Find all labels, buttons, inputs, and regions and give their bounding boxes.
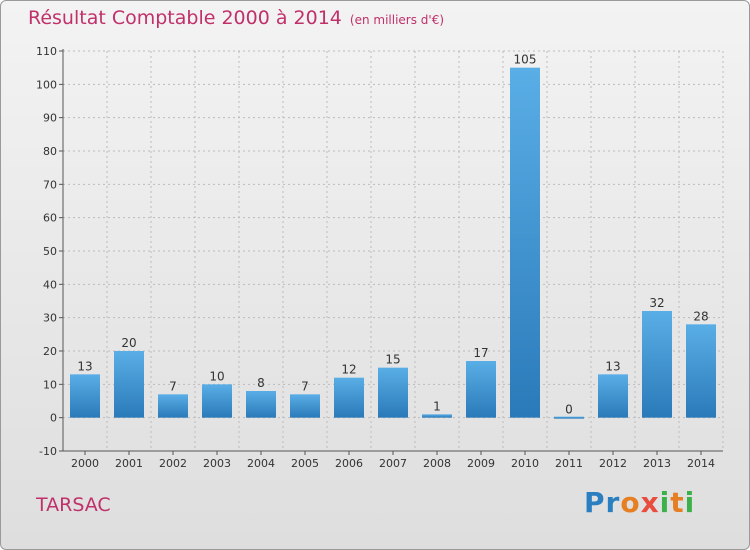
x-tick-label: 2004 [247, 457, 275, 470]
logo-letter: i [659, 486, 671, 519]
bar-2008 [422, 414, 452, 418]
value-label-2010: 105 [514, 53, 537, 67]
bar-2006 [334, 377, 364, 418]
x-tick-label: 2010 [511, 457, 539, 470]
data-labels: 13 20 7 10 8 7 12 15 1 17 105 0 13 32 28 [77, 53, 708, 417]
x-tick-label: 2011 [555, 457, 583, 470]
bar-2011 [554, 416, 584, 419]
x-tick-label: 2006 [335, 457, 363, 470]
y-tick-label: 60 [43, 212, 57, 225]
bar-2000 [70, 374, 100, 418]
proxiti-logo: Proxiti [584, 486, 695, 519]
value-label-2005: 7 [301, 379, 309, 393]
bar-2001 [114, 351, 144, 418]
bar-2005 [290, 394, 320, 418]
y-tick-label: 70 [43, 178, 57, 191]
y-tick-label: 20 [43, 345, 57, 358]
value-label-2002: 7 [169, 379, 177, 393]
value-label-2009: 17 [473, 346, 488, 360]
value-label-2007: 15 [385, 353, 400, 367]
chart-subtitle: (en milliers d'€) [349, 13, 445, 27]
x-tick-label: 2003 [203, 457, 231, 470]
bar-2014 [686, 324, 716, 418]
bar-2003 [202, 384, 232, 418]
x-tick-label: 2009 [467, 457, 495, 470]
logo-letter: P [584, 486, 606, 519]
x-tick-label: 2008 [423, 457, 451, 470]
value-label-2003: 10 [209, 369, 224, 383]
x-tick-label: 2001 [115, 457, 143, 470]
chart-title-text: Résultat Comptable 2000 à 2014 [28, 7, 342, 29]
value-label-2000: 13 [77, 359, 92, 373]
bars [70, 67, 716, 419]
value-label-2012: 13 [605, 359, 620, 373]
y-tick-label: 30 [43, 312, 57, 325]
x-tick-label: 2012 [599, 457, 627, 470]
y-tick-label: 110 [36, 45, 57, 58]
y-tick-label: 0 [50, 412, 57, 425]
logo-letter: r [605, 486, 621, 519]
bar-2002 [158, 394, 188, 418]
x-tick-label: 2000 [71, 457, 99, 470]
y-tick-label: -10 [39, 445, 57, 458]
y-tick-label: 40 [43, 278, 57, 291]
x-tick-label: 2005 [291, 457, 319, 470]
value-label-2011: 0 [565, 403, 573, 417]
value-label-2013: 32 [649, 296, 664, 310]
x-tick-label: 2007 [379, 457, 407, 470]
logo-letter: o [620, 486, 641, 519]
y-tick-label: 80 [43, 145, 57, 158]
bar-2013 [642, 311, 672, 418]
y-tick-label: 90 [43, 112, 57, 125]
x-tick-label: 2002 [159, 457, 187, 470]
x-tick-label: 2013 [643, 457, 671, 470]
bar-2007 [378, 367, 408, 418]
y-tick-label: 10 [43, 378, 57, 391]
bar-2012 [598, 374, 628, 418]
bar-2004 [246, 391, 276, 418]
commune-name: TARSAC [36, 494, 111, 516]
bar-2009 [466, 361, 496, 418]
value-label-2004: 8 [257, 376, 265, 390]
value-label-2006: 12 [341, 363, 356, 377]
chart-title: Résultat Comptable 2000 à 2014 (en millie… [28, 7, 444, 29]
y-tick-label: 100 [36, 78, 57, 91]
logo-letter: t [670, 486, 685, 519]
x-tick-label: 2014 [687, 457, 715, 470]
value-label-2001: 20 [121, 336, 136, 350]
value-label-2014: 28 [693, 309, 708, 323]
bar-2010 [510, 67, 540, 418]
value-label-2008: 1 [433, 399, 441, 413]
logo-letter: x [640, 486, 660, 519]
logo-letter: i [684, 486, 696, 519]
y-tick-label: 50 [43, 245, 57, 258]
